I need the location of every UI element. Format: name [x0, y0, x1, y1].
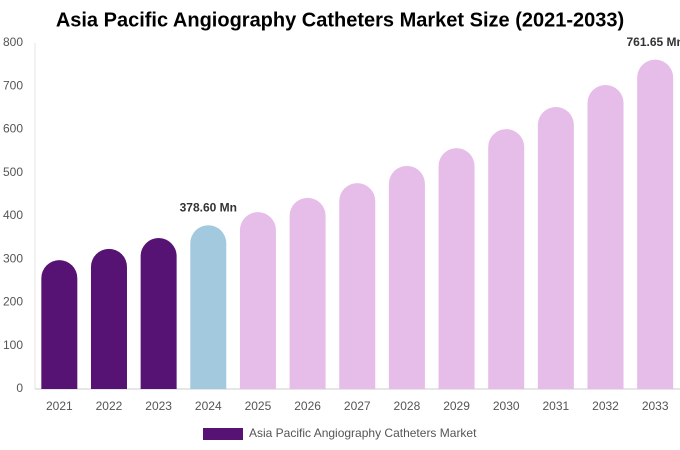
x-tick-label: 2022: [96, 399, 123, 413]
bar: [388, 165, 425, 389]
bar: [339, 183, 376, 389]
x-tick-label: 2021: [46, 399, 73, 413]
bar: [438, 148, 475, 389]
x-tick-label: 2028: [394, 399, 421, 413]
bar: [488, 129, 525, 389]
x-tick-label: 2031: [543, 399, 570, 413]
x-tick-label: 2026: [294, 399, 321, 413]
legend-swatch: [203, 428, 243, 440]
x-tick-label: 2027: [344, 399, 371, 413]
value-label: 378.60 Mn: [180, 200, 237, 214]
bar: [239, 212, 276, 389]
x-tick-label: 2024: [195, 399, 222, 413]
bar: [90, 248, 127, 389]
x-tick-label: 2030: [493, 399, 520, 413]
y-tick-label: 800: [3, 35, 23, 49]
bar: [587, 84, 624, 389]
x-tick-label: 2025: [245, 399, 272, 413]
y-tick-label: 500: [3, 165, 23, 179]
y-tick-label: 200: [3, 295, 23, 309]
y-tick-label: 700: [3, 78, 23, 92]
y-tick-label: 0: [16, 381, 23, 395]
bar: [140, 238, 177, 389]
x-tick-label: 2032: [592, 399, 619, 413]
y-tick-label: 300: [3, 251, 23, 265]
bar: [289, 197, 326, 389]
y-tick-label: 600: [3, 122, 23, 136]
bar: [190, 225, 227, 389]
legend-label: Asia Pacific Angiography Catheters Marke…: [249, 426, 477, 440]
bar: [41, 260, 78, 389]
chart-title: Asia Pacific Angiography Catheters Marke…: [56, 9, 624, 31]
bar: [637, 59, 674, 390]
x-tick-label: 2023: [145, 399, 172, 413]
x-tick-label: 2033: [642, 399, 669, 413]
bar: [537, 107, 574, 389]
y-tick-label: 400: [3, 208, 23, 222]
value-label: 761.65 Mn: [626, 35, 680, 49]
y-tick-label: 100: [3, 338, 23, 352]
x-tick-label: 2029: [443, 399, 470, 413]
